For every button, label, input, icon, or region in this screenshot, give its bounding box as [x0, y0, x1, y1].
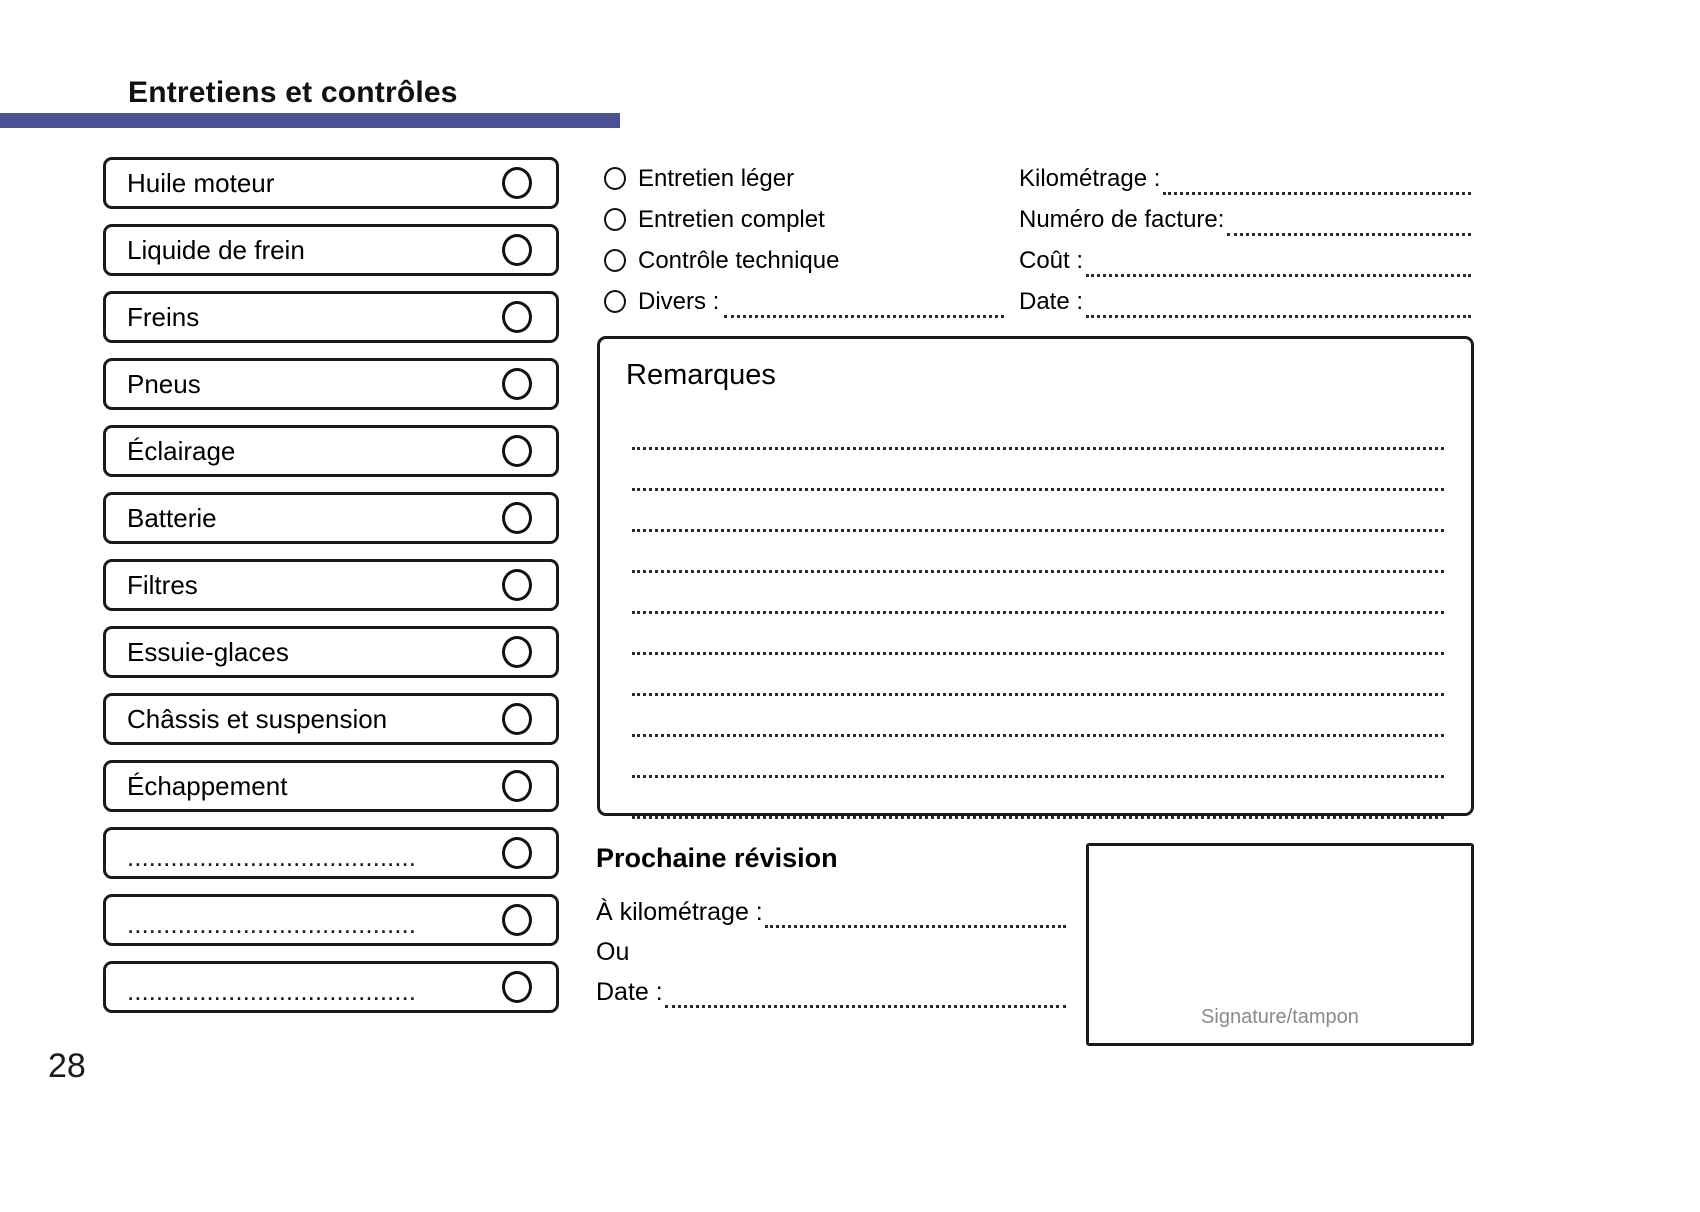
checkbox-circle-icon[interactable]	[502, 904, 532, 936]
dotted-fill-line[interactable]	[1086, 303, 1471, 318]
service-type-option[interactable]: Divers :	[604, 281, 1004, 322]
invoice-field-row: Kilométrage :	[1019, 158, 1471, 199]
service-type-label: Divers :	[638, 287, 720, 315]
checklist-row-blank[interactable]: ........................................	[103, 961, 559, 1013]
invoice-field-label: Date :	[1019, 287, 1084, 315]
title-underline-rule	[0, 113, 620, 128]
checklist-row[interactable]: Liquide de frein	[103, 224, 559, 276]
checklist-item-label: Pneus	[127, 369, 201, 399]
checklist-row[interactable]: Freins	[103, 291, 559, 343]
invoice-field-row: Coût :	[1019, 240, 1471, 281]
service-type-radio-group: Entretien léger Entretien complet Contrôle…	[604, 158, 1004, 322]
next-service-rows: À kilométrage : Ou Date :	[596, 892, 1066, 1012]
maintenance-checklist: Huile moteur Liquide de frein Freins Pneus É…	[103, 157, 559, 1028]
radio-circle-icon[interactable]	[604, 249, 626, 272]
page-title: Entretiens et contrôles	[128, 76, 458, 109]
checklist-row[interactable]: Huile moteur	[103, 157, 559, 209]
service-type-option[interactable]: Contrôle technique	[604, 240, 1004, 281]
radio-circle-icon[interactable]	[604, 208, 626, 231]
signature-caption: Signature/tampon	[1201, 1006, 1359, 1028]
checklist-item-label: ........................................	[127, 911, 416, 937]
checkbox-circle-icon[interactable]	[502, 636, 532, 668]
next-service-title: Prochaine révision	[596, 843, 838, 873]
dotted-fill-line[interactable]	[764, 913, 1066, 928]
radio-circle-icon[interactable]	[604, 290, 626, 313]
next-service-row: Ou	[596, 932, 1066, 972]
next-service-label: Date :	[596, 977, 663, 1006]
service-type-label: Entretien léger	[638, 164, 795, 192]
checkbox-circle-icon[interactable]	[502, 368, 532, 400]
service-type-option[interactable]: Entretien léger	[604, 158, 1004, 199]
service-type-option[interactable]: Entretien complet	[604, 199, 1004, 240]
checklist-item-label: Châssis et suspension	[127, 704, 388, 734]
checklist-item-label: Liquide de frein	[127, 235, 305, 265]
dotted-fill-line[interactable]	[1086, 262, 1471, 277]
remarks-line[interactable]	[632, 573, 1444, 614]
checklist-item-label: Essuie-glaces	[127, 637, 289, 667]
checklist-item-label: Batterie	[127, 503, 217, 533]
remarks-line[interactable]	[632, 655, 1444, 696]
dotted-fill-line[interactable]	[664, 993, 1066, 1008]
remarks-line[interactable]	[632, 737, 1444, 778]
checklist-row[interactable]: Essuie-glaces	[103, 626, 559, 678]
invoice-field-label: Numéro de facture:	[1019, 205, 1225, 233]
checklist-item-label: ........................................	[127, 844, 416, 870]
checkbox-circle-icon[interactable]	[502, 234, 532, 266]
invoice-field-group: Kilométrage : Numéro de facture: Coût : Dat…	[1019, 158, 1471, 322]
checklist-row[interactable]: Batterie	[103, 492, 559, 544]
invoice-field-label: Coût :	[1019, 246, 1084, 274]
checkbox-circle-icon[interactable]	[502, 837, 532, 869]
checklist-row[interactable]: Échappement	[103, 760, 559, 812]
remarks-title: Remarques	[626, 359, 776, 391]
remarks-line[interactable]	[632, 532, 1444, 573]
checkbox-circle-icon[interactable]	[502, 770, 532, 802]
checklist-item-label: Échappement	[127, 771, 288, 801]
checklist-item-label: Filtres	[127, 570, 198, 600]
checklist-row[interactable]: Pneus	[103, 358, 559, 410]
next-service-row: Date :	[596, 972, 1066, 1012]
signature-stamp-box[interactable]: Signature/tampon	[1086, 843, 1474, 1046]
service-type-label: Contrôle technique	[638, 246, 840, 274]
dotted-fill-line[interactable]	[1227, 221, 1471, 236]
next-service-row: À kilométrage :	[596, 892, 1066, 932]
checklist-item-label: Huile moteur	[127, 168, 275, 198]
checklist-item-label: ........................................	[127, 978, 416, 1004]
next-service-section: Prochaine révision À kilométrage : Ou Date…	[596, 843, 1066, 1012]
checkbox-circle-icon[interactable]	[502, 971, 532, 1003]
checkbox-circle-icon[interactable]	[502, 301, 532, 333]
checkbox-circle-icon[interactable]	[502, 569, 532, 601]
remarks-line[interactable]	[632, 696, 1444, 737]
invoice-field-label: Kilométrage :	[1019, 164, 1161, 192]
checklist-row[interactable]: Filtres	[103, 559, 559, 611]
radio-circle-icon[interactable]	[604, 167, 626, 190]
remarks-line[interactable]	[632, 614, 1444, 655]
remarks-box[interactable]: Remarques	[597, 336, 1474, 819]
next-service-label: Ou	[596, 937, 630, 966]
checklist-item-label: Freins	[127, 302, 200, 332]
invoice-field-row: Date :	[1019, 281, 1471, 322]
checkbox-circle-icon[interactable]	[502, 167, 532, 199]
page-number: 28	[48, 1047, 86, 1085]
checklist-item-label: Éclairage	[127, 436, 236, 466]
checklist-row-blank[interactable]: ........................................	[103, 894, 559, 946]
checklist-row[interactable]: Châssis et suspension	[103, 693, 559, 745]
service-type-label: Entretien complet	[638, 205, 825, 233]
remarks-line[interactable]	[632, 450, 1444, 491]
checkbox-circle-icon[interactable]	[502, 703, 532, 735]
dotted-fill-line[interactable]	[1163, 180, 1471, 195]
next-service-label: À kilométrage :	[596, 897, 763, 926]
checklist-row[interactable]: Éclairage	[103, 425, 559, 477]
checklist-row-blank[interactable]: ........................................	[103, 827, 559, 879]
remarks-line[interactable]	[632, 491, 1444, 532]
remarks-line[interactable]	[632, 409, 1444, 450]
checkbox-circle-icon[interactable]	[502, 435, 532, 467]
remarks-writing-lines	[632, 409, 1444, 819]
dotted-fill-line[interactable]	[724, 303, 1004, 318]
invoice-field-row: Numéro de facture:	[1019, 199, 1471, 240]
remarks-line[interactable]	[632, 778, 1444, 819]
checkbox-circle-icon[interactable]	[502, 502, 532, 534]
